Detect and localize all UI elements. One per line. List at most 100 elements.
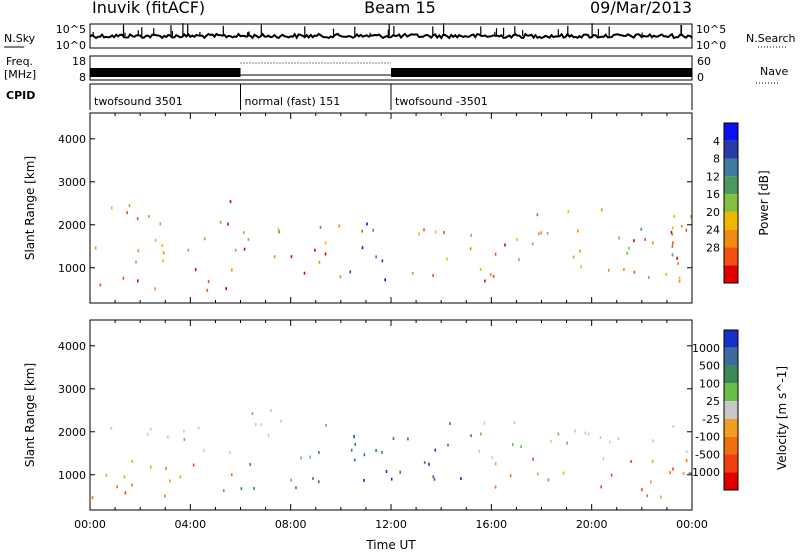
range-gate-cell bbox=[626, 251, 628, 255]
nave-tick-top: 60 bbox=[697, 55, 711, 68]
range-gate-cell bbox=[411, 271, 414, 275]
range-gate-cell bbox=[669, 471, 671, 475]
colorbar-tick-label: -500 bbox=[695, 448, 720, 461]
range-gate-cell bbox=[353, 435, 355, 439]
range-gate-cell bbox=[319, 225, 322, 229]
range-gate-cell bbox=[399, 470, 401, 474]
range-gate-cell bbox=[494, 252, 497, 256]
range-gate-cell bbox=[225, 287, 227, 291]
range-gate-cell bbox=[325, 423, 327, 427]
range-gate-cell bbox=[295, 486, 297, 490]
cpid-label: CPID bbox=[6, 89, 35, 102]
range-gate-cell bbox=[690, 215, 692, 219]
range-gate-cell bbox=[361, 229, 363, 233]
range-gate-cell bbox=[607, 268, 610, 272]
power-colorbar-label: Power [dB] bbox=[757, 170, 771, 235]
range-gate-cell bbox=[314, 248, 316, 252]
range-gate-cell bbox=[353, 458, 356, 462]
x-tick-label: 12:00 bbox=[375, 518, 407, 531]
range-gate-cell bbox=[366, 222, 368, 226]
range-gate-cell bbox=[318, 260, 321, 264]
colorbar-tick-label: 20 bbox=[706, 206, 720, 219]
range-gate-cell bbox=[146, 432, 149, 436]
range-gate-cell bbox=[207, 280, 210, 284]
range-gate-cell bbox=[94, 246, 97, 250]
range-gate-cell bbox=[600, 485, 602, 489]
range-gate-cell bbox=[277, 227, 280, 231]
range-gate-cell bbox=[179, 475, 182, 479]
range-gate-cell bbox=[312, 477, 314, 480]
range-gate-cell bbox=[633, 270, 636, 274]
range-gate-cell bbox=[623, 268, 625, 271]
cpid-segment-label: normal (fast) 151 bbox=[245, 95, 341, 108]
nsky-spike bbox=[337, 32, 339, 36]
range-gate-cell bbox=[229, 451, 231, 454]
nsky-spike bbox=[141, 27, 143, 36]
colorbar-swatch bbox=[724, 265, 738, 283]
nsky-spike bbox=[495, 28, 498, 36]
range-gate-cell bbox=[363, 478, 365, 482]
range-gate-cell bbox=[483, 421, 486, 425]
range-gate-cell bbox=[434, 230, 437, 234]
range-gate-cell bbox=[280, 419, 282, 423]
range-gate-cell bbox=[303, 271, 306, 275]
nsky-spike bbox=[443, 23, 445, 36]
range-gate-cell bbox=[164, 494, 166, 498]
colorbar-swatch bbox=[724, 347, 738, 366]
range-gate-cell bbox=[219, 220, 222, 224]
range-gate-cell bbox=[547, 478, 550, 482]
range-gate-cell bbox=[660, 495, 662, 499]
range-gate-cell bbox=[562, 471, 565, 475]
power-xticks bbox=[89, 113, 693, 303]
range-gate-cell bbox=[418, 232, 420, 236]
y-tick-label: 4000 bbox=[58, 133, 86, 146]
power-yticks: 1000 2000 3000 4000 bbox=[58, 133, 692, 275]
range-gate-cell bbox=[161, 244, 163, 247]
freq-label-line1: Freq. bbox=[6, 55, 33, 68]
nsearch-tick-bottom: 10^0 bbox=[696, 39, 726, 52]
colorbar-swatch bbox=[724, 194, 738, 212]
range-gate-cell bbox=[227, 222, 229, 226]
freq-trace bbox=[90, 62, 692, 77]
range-gate-cell bbox=[628, 246, 630, 250]
range-gate-cell bbox=[572, 255, 575, 259]
power-colorbar: 4 8 12 16 20 24 28 bbox=[706, 122, 739, 284]
colorbar-frame bbox=[723, 329, 739, 491]
range-gate-cell bbox=[540, 231, 542, 235]
nsky-spike bbox=[503, 27, 505, 36]
range-gate-cell bbox=[203, 237, 206, 241]
colorbar-swatch bbox=[724, 229, 738, 248]
range-gate-cell bbox=[651, 459, 654, 463]
range-gate-cell bbox=[385, 470, 388, 473]
velocity-panel: 1000 2000 3000 4000 00:00 04:00 08:00 12:00 16:… bbox=[23, 319, 789, 552]
range-gate-cell bbox=[162, 251, 165, 255]
nsearch-label: N.Search bbox=[746, 32, 796, 45]
cpid-segment-label: twofsound -3501 bbox=[395, 95, 488, 108]
nsky-spike bbox=[170, 25, 172, 36]
nsky-spike bbox=[432, 26, 434, 36]
nsky-spike bbox=[187, 24, 189, 36]
x-axis-label: Time UT bbox=[365, 538, 416, 552]
nsky-spike bbox=[557, 29, 559, 36]
nsky-spike bbox=[494, 31, 496, 36]
range-gate-cell bbox=[433, 477, 436, 481]
range-gate-cell bbox=[183, 429, 185, 433]
freq-panel: Freq. [MHz] 18 8 60 0 Nave bbox=[4, 55, 788, 84]
range-gate-cell bbox=[126, 211, 128, 215]
range-gate-cell bbox=[671, 244, 674, 248]
range-gate-cell bbox=[512, 443, 514, 447]
range-gate-cell bbox=[278, 230, 280, 234]
freq-tick-top: 18 bbox=[72, 55, 86, 68]
colorbar-tick-label: 28 bbox=[706, 241, 720, 254]
colorbar-swatch bbox=[724, 211, 738, 230]
range-gate-cell bbox=[131, 483, 133, 487]
range-gate-cell bbox=[240, 487, 243, 491]
colorbar-swatch bbox=[724, 472, 738, 490]
range-gate-cell bbox=[392, 437, 395, 441]
range-gate-cell bbox=[567, 210, 570, 214]
range-gate-cell bbox=[516, 238, 518, 241]
nsky-spike bbox=[260, 24, 262, 36]
nsky-tick-bottom: 10^0 bbox=[56, 39, 86, 52]
range-gate-cell bbox=[646, 494, 648, 498]
range-gate-cell bbox=[270, 409, 272, 413]
